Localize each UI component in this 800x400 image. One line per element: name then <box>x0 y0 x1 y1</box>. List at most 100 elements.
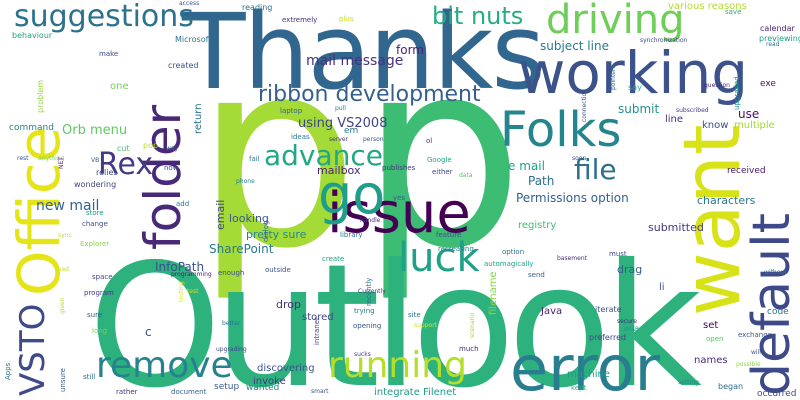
word: ideas <box>291 133 310 141</box>
word: received <box>727 166 766 176</box>
word: wanted <box>246 383 280 393</box>
word: scenario <box>469 312 476 338</box>
word: site <box>408 311 421 319</box>
word: phone <box>236 178 255 185</box>
word: soon <box>572 155 587 162</box>
word: invoke <box>253 376 286 387</box>
word: kept <box>571 384 587 392</box>
word: know <box>702 120 729 131</box>
word: opening <box>353 322 382 330</box>
word: testing <box>178 281 185 302</box>
word: recreating <box>438 245 474 253</box>
word: space <box>92 273 113 281</box>
word: access <box>179 0 200 7</box>
word: characters <box>697 194 756 207</box>
word: still <box>83 373 96 381</box>
word: basement <box>557 255 587 262</box>
word: synchronization <box>640 37 688 44</box>
word: drop <box>276 298 301 311</box>
word: intranet <box>313 317 321 345</box>
word: p <box>360 5 524 305</box>
word: programming <box>171 271 212 278</box>
word: automagically <box>484 260 534 268</box>
word: either <box>432 168 453 176</box>
word: better <box>222 320 241 327</box>
word: connection <box>581 88 588 122</box>
word: various reasons <box>668 1 747 12</box>
word: send <box>528 271 545 279</box>
word: sync <box>58 232 72 239</box>
word: ribbon development <box>258 82 481 107</box>
word: default <box>742 213 800 396</box>
word: much <box>459 345 479 353</box>
word: say <box>628 83 642 92</box>
word: reading <box>242 3 273 12</box>
word: save <box>725 8 742 16</box>
word: IMAP <box>624 326 639 333</box>
word: upgraded <box>733 76 741 110</box>
word: rest <box>17 155 29 162</box>
word: sucks <box>354 351 371 358</box>
word: Thanks <box>182 0 545 113</box>
word: SharePoint <box>209 242 274 256</box>
word: new mail <box>36 198 100 214</box>
word: Orb menu <box>62 123 128 138</box>
word: anything <box>38 155 65 162</box>
word: read <box>766 41 780 48</box>
word: form <box>396 43 424 57</box>
word: exchange <box>738 331 772 339</box>
word: yes <box>393 194 406 202</box>
word: Google <box>427 156 452 164</box>
word: stored <box>302 312 334 323</box>
word: will <box>751 349 761 356</box>
word: Explorer <box>80 240 110 248</box>
word: Rex <box>98 147 154 182</box>
word: upgrading <box>216 346 247 353</box>
word: c <box>145 325 152 339</box>
word: add <box>176 200 190 208</box>
word: names <box>694 355 728 366</box>
word: working <box>518 39 749 107</box>
word: error <box>510 332 661 400</box>
word: outside <box>265 266 291 274</box>
word: li <box>659 282 665 293</box>
word: pointers <box>610 65 617 90</box>
word: subject line <box>540 39 609 53</box>
word: one <box>110 81 129 92</box>
word: bit nuts <box>432 2 524 30</box>
word: ol <box>426 137 433 145</box>
word: integrate Filenet <box>374 387 457 398</box>
word: line <box>665 114 684 125</box>
word: command <box>9 123 54 133</box>
word: set <box>703 320 719 331</box>
word: pretty sure <box>246 228 307 241</box>
word: option <box>502 248 525 256</box>
word: calendar <box>760 24 795 33</box>
word: relies <box>96 168 118 177</box>
word: behaviour <box>12 31 53 40</box>
word: VSTO <box>13 303 53 396</box>
word: multiple <box>734 120 775 131</box>
word: publishes <box>382 164 416 172</box>
word: setting <box>678 379 699 386</box>
word: mail message <box>306 53 404 69</box>
word: plus <box>339 15 354 23</box>
word: extremely <box>282 16 318 24</box>
word: now <box>164 164 179 172</box>
word: problem <box>36 79 45 113</box>
word: p <box>195 5 359 305</box>
word: cut <box>117 144 130 153</box>
word: advance <box>264 139 384 172</box>
word: looking <box>229 212 269 225</box>
word: pull <box>335 105 346 112</box>
word: person <box>363 136 384 143</box>
word: driving <box>546 0 685 43</box>
word: issue <box>327 181 471 246</box>
word: unsure <box>59 368 67 392</box>
word: trying <box>354 307 375 315</box>
word: way <box>166 145 179 152</box>
word: Path <box>528 174 555 188</box>
word: drag <box>617 263 643 276</box>
word: possible <box>736 361 761 368</box>
